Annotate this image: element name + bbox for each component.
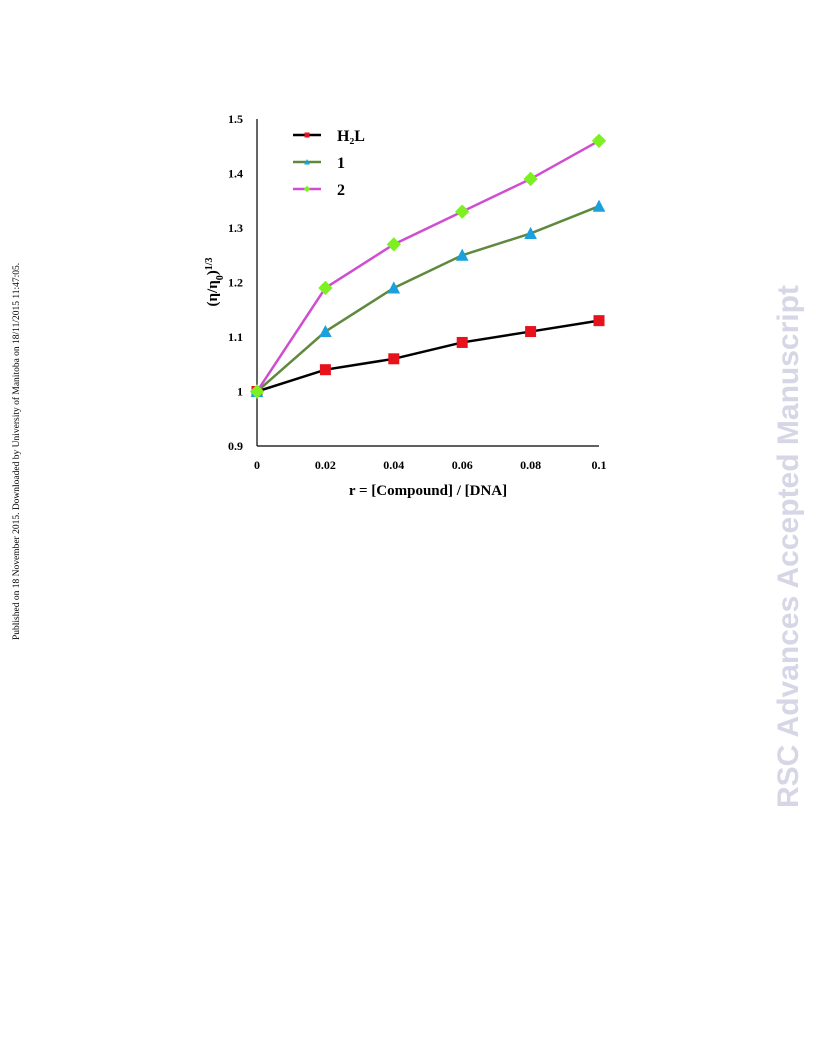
series-1-point [319, 364, 331, 376]
series-layer [249, 133, 607, 399]
x-tick-label: 0.02 [315, 458, 336, 472]
x-tick-label: 0.04 [383, 458, 404, 472]
series-1-point [456, 336, 468, 348]
y-tick-label: 1.2 [228, 276, 243, 290]
x-tick-label: 0.1 [592, 458, 607, 472]
legend-label: H₂L [337, 128, 365, 145]
series-3-point [523, 171, 538, 187]
legend-label: 2 [337, 182, 345, 199]
series-3-line [255, 139, 600, 393]
series-2-point [592, 199, 606, 212]
y-axis-label: (η/η0)1/3 [204, 258, 226, 307]
series-2-point [455, 248, 469, 261]
y-tick-label: 1.5 [228, 112, 243, 126]
series-2-point [387, 281, 401, 294]
series-1 [251, 315, 605, 397]
y-axis-label-subscript: 0 [215, 275, 226, 280]
series-3-point [455, 204, 470, 219]
series-1-point [593, 315, 605, 327]
series-2-point [319, 324, 332, 338]
y-axis-label-base: (η/η [205, 280, 221, 306]
series-3-point [386, 237, 401, 252]
series-3-point [591, 133, 607, 148]
series-2-line [256, 205, 600, 393]
axes: 0.9 1 1.1 1.2 1.3 1.4 1.5 0 0.02 0.04 0.06 0.08 0.1 [228, 112, 607, 472]
y-tick-label: 1.3 [228, 221, 243, 235]
series-3 [249, 133, 607, 399]
series-3-point [318, 280, 333, 296]
y-axis-label-superscript: 1/3 [204, 258, 215, 271]
series-1-line [256, 319, 600, 393]
x-tick-label: 0.06 [452, 458, 473, 472]
y-axis-label-close: ) [205, 270, 221, 275]
series-3-point [249, 384, 265, 399]
x-tick-label: 0.08 [520, 458, 541, 472]
y-tick-label: 1.4 [228, 167, 243, 181]
x-axis-label: r = [Compound] / [DNA] [349, 483, 507, 499]
legend-swatch-marker [304, 159, 310, 165]
legend: H₂L 1 2 [293, 128, 365, 199]
series-2-point [524, 226, 537, 239]
legend-swatch-marker [303, 185, 311, 193]
x-tick-label: 0 [254, 458, 260, 472]
legend-swatch-marker [304, 132, 310, 138]
y-tick-label: 0.9 [228, 439, 243, 453]
legend-label: 1 [337, 155, 345, 172]
y-tick-label: 1.1 [228, 330, 243, 344]
y-tick-label: 1 [237, 385, 243, 399]
series-1-point [525, 326, 537, 338]
series-1-point [388, 353, 400, 365]
